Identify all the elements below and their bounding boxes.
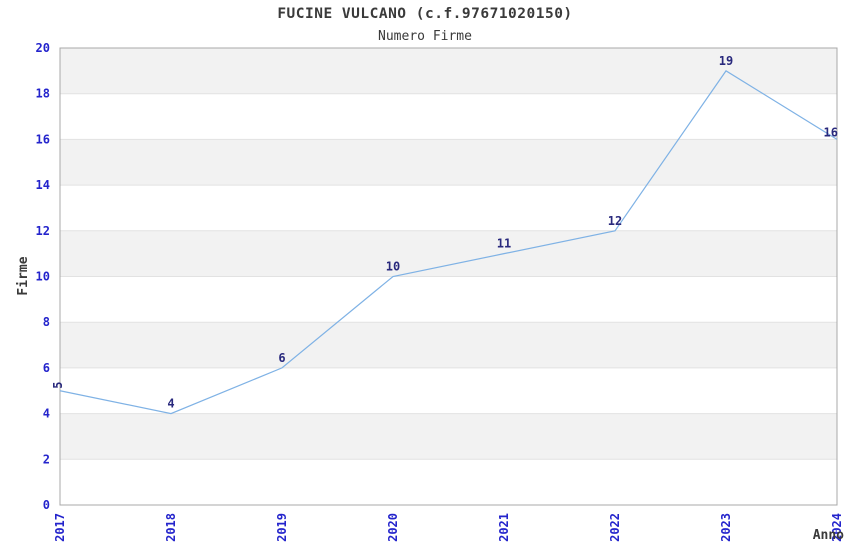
x-tick-label: 2020: [386, 513, 400, 542]
y-axis-title: Firme: [16, 256, 31, 295]
x-tick-label: 2024: [830, 513, 844, 542]
x-tick-label: 2021: [497, 513, 511, 542]
plot-band: [60, 48, 837, 94]
point-label: 11: [497, 237, 511, 251]
chart-title: FUCINE VULCANO (c.f.97671020150): [277, 6, 573, 22]
point-label: 10: [386, 260, 400, 274]
y-tick-label: 8: [43, 315, 50, 329]
plot-band: [60, 322, 837, 368]
plot-band: [60, 139, 837, 186]
chart-subtitle: Numero Firme: [378, 29, 472, 44]
x-tick-label: 2023: [719, 513, 733, 542]
plot-band: [60, 413, 837, 460]
point-label: 5: [51, 382, 65, 389]
y-tick-label: 14: [36, 178, 50, 192]
x-tick-label: 2022: [608, 513, 622, 542]
x-tick-label: 2017: [53, 513, 67, 542]
y-tick-label: 2: [43, 452, 50, 466]
x-axis-title: Anno: [813, 528, 844, 543]
y-tick-label: 6: [43, 361, 50, 375]
point-label: 4: [167, 397, 174, 411]
y-tick-label: 12: [36, 224, 50, 238]
y-tick-label: 10: [36, 270, 50, 284]
plot-border: [59, 47, 838, 506]
y-tick-label: 16: [36, 132, 50, 146]
point-label: 19: [719, 54, 733, 68]
point-label: 12: [608, 214, 622, 228]
x-tick-label: 2019: [275, 513, 289, 542]
y-tick-label: 18: [36, 87, 50, 101]
point-label: 6: [278, 351, 285, 365]
y-tick-label: 4: [43, 407, 50, 421]
plot-band: [60, 230, 837, 277]
y-tick-label: 0: [43, 498, 50, 512]
x-tick-label: 2018: [164, 513, 178, 542]
series-line: [59, 70, 838, 415]
y-tick-label: 20: [36, 41, 50, 55]
point-label: 16: [824, 125, 838, 139]
